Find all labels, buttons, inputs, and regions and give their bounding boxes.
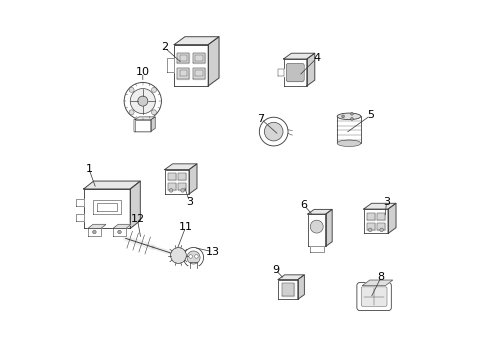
Circle shape bbox=[195, 255, 198, 258]
Polygon shape bbox=[88, 225, 106, 228]
Polygon shape bbox=[151, 117, 155, 131]
Circle shape bbox=[265, 122, 283, 141]
Polygon shape bbox=[113, 225, 131, 228]
Circle shape bbox=[189, 255, 193, 258]
Polygon shape bbox=[178, 173, 186, 180]
Text: 9: 9 bbox=[272, 265, 279, 275]
Polygon shape bbox=[177, 68, 190, 78]
FancyBboxPatch shape bbox=[361, 287, 387, 306]
Polygon shape bbox=[165, 170, 189, 194]
Text: 13: 13 bbox=[206, 247, 220, 257]
Polygon shape bbox=[282, 283, 294, 296]
Circle shape bbox=[170, 189, 173, 192]
Circle shape bbox=[151, 87, 156, 93]
Polygon shape bbox=[76, 214, 84, 221]
Ellipse shape bbox=[337, 113, 361, 120]
Text: 1: 1 bbox=[85, 164, 93, 174]
Polygon shape bbox=[377, 213, 385, 220]
Text: 5: 5 bbox=[367, 111, 374, 121]
FancyBboxPatch shape bbox=[357, 283, 392, 311]
Circle shape bbox=[342, 115, 344, 118]
Polygon shape bbox=[278, 279, 298, 299]
Circle shape bbox=[183, 247, 203, 267]
Polygon shape bbox=[88, 228, 101, 235]
Circle shape bbox=[380, 228, 383, 231]
Text: 4: 4 bbox=[313, 53, 320, 63]
Polygon shape bbox=[174, 45, 208, 86]
Circle shape bbox=[118, 230, 122, 234]
Polygon shape bbox=[177, 53, 190, 63]
Circle shape bbox=[151, 110, 156, 115]
Polygon shape bbox=[174, 37, 219, 45]
Polygon shape bbox=[168, 183, 176, 190]
Circle shape bbox=[124, 82, 161, 120]
Text: 6: 6 bbox=[301, 200, 308, 210]
Polygon shape bbox=[298, 275, 304, 299]
Polygon shape bbox=[308, 210, 332, 214]
Polygon shape bbox=[388, 203, 396, 233]
Polygon shape bbox=[307, 53, 315, 86]
Bar bbox=[337, 116, 361, 143]
Polygon shape bbox=[310, 246, 323, 252]
Circle shape bbox=[187, 251, 200, 264]
Polygon shape bbox=[367, 213, 375, 220]
Circle shape bbox=[93, 230, 96, 234]
Polygon shape bbox=[135, 120, 151, 131]
Polygon shape bbox=[287, 64, 303, 81]
Circle shape bbox=[129, 87, 134, 93]
FancyBboxPatch shape bbox=[286, 63, 304, 81]
Polygon shape bbox=[135, 117, 155, 120]
Polygon shape bbox=[113, 228, 126, 235]
Text: 3: 3 bbox=[383, 197, 390, 207]
Text: 7: 7 bbox=[258, 114, 265, 124]
Polygon shape bbox=[130, 181, 140, 228]
Polygon shape bbox=[377, 223, 385, 230]
Polygon shape bbox=[364, 209, 388, 233]
Text: 12: 12 bbox=[130, 215, 145, 224]
Circle shape bbox=[310, 220, 323, 233]
Polygon shape bbox=[308, 214, 326, 246]
Circle shape bbox=[171, 248, 186, 264]
Text: 3: 3 bbox=[186, 197, 193, 207]
Polygon shape bbox=[367, 223, 375, 230]
Circle shape bbox=[181, 189, 184, 192]
Polygon shape bbox=[178, 183, 186, 190]
Polygon shape bbox=[189, 164, 197, 194]
Polygon shape bbox=[168, 173, 176, 180]
Polygon shape bbox=[208, 37, 219, 86]
Polygon shape bbox=[278, 275, 304, 279]
Text: 8: 8 bbox=[378, 272, 385, 282]
FancyBboxPatch shape bbox=[134, 119, 151, 132]
Circle shape bbox=[368, 228, 372, 231]
Polygon shape bbox=[364, 203, 396, 209]
Polygon shape bbox=[167, 58, 174, 72]
Polygon shape bbox=[278, 69, 284, 76]
Polygon shape bbox=[193, 53, 205, 63]
Polygon shape bbox=[84, 189, 130, 228]
Circle shape bbox=[350, 117, 353, 120]
Polygon shape bbox=[84, 181, 140, 189]
Polygon shape bbox=[363, 280, 393, 285]
Text: 2: 2 bbox=[161, 42, 168, 52]
Polygon shape bbox=[165, 164, 197, 170]
Circle shape bbox=[129, 110, 134, 115]
Polygon shape bbox=[76, 199, 84, 206]
Circle shape bbox=[350, 112, 353, 115]
Polygon shape bbox=[284, 59, 307, 86]
Text: 10: 10 bbox=[136, 67, 150, 77]
Circle shape bbox=[130, 89, 155, 114]
Circle shape bbox=[138, 96, 148, 106]
Polygon shape bbox=[193, 68, 205, 78]
Polygon shape bbox=[284, 53, 315, 59]
Circle shape bbox=[259, 117, 288, 146]
Ellipse shape bbox=[337, 140, 361, 147]
Text: 11: 11 bbox=[179, 222, 193, 231]
Polygon shape bbox=[326, 210, 332, 246]
